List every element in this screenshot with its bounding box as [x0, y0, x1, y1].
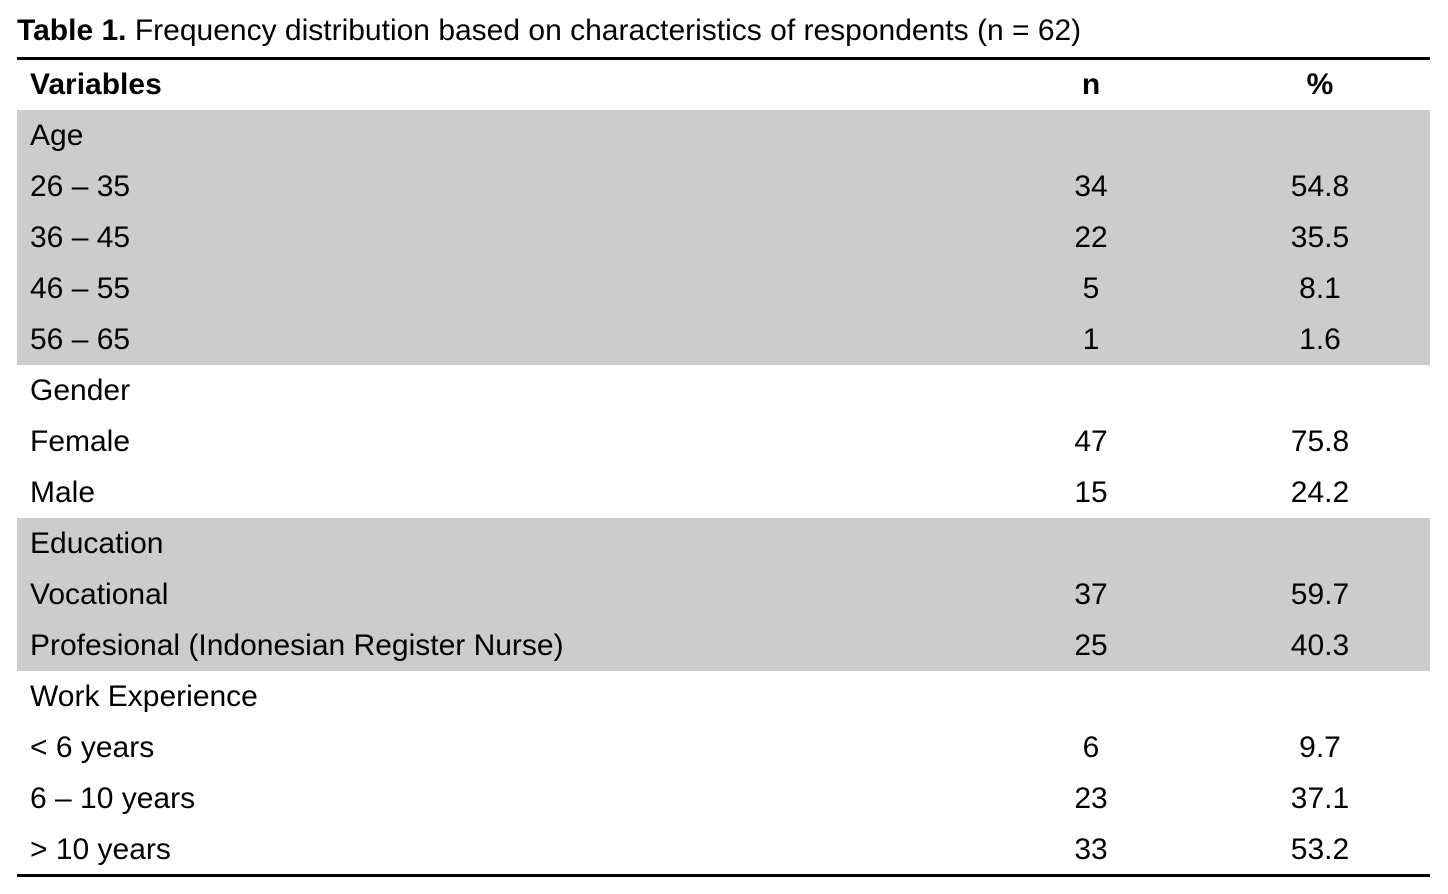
row-value: 35.5 [1290, 221, 1350, 254]
row-label: Profesional (Indonesian Register Nurse) [30, 629, 564, 662]
group-title: Age [30, 119, 84, 152]
caption-text: Frequency distribution based on characte… [134, 14, 1082, 47]
row-value: 22 [1074, 221, 1108, 254]
row-value: 15 [1074, 476, 1108, 509]
top-rule [17, 57, 1430, 60]
group-title: Education [30, 527, 164, 560]
row-label: Female [30, 425, 131, 458]
caption: Table 1. Frequency distribution based on… [17, 14, 1081, 48]
header-cell: Variables [30, 68, 162, 101]
group-shading [17, 110, 1430, 365]
row-value: 47 [1074, 425, 1108, 458]
row-value: 24.2 [1290, 476, 1350, 509]
row-value: 53.2 [1290, 833, 1350, 866]
row-value: 25 [1074, 629, 1108, 662]
row-value: 1 [1082, 323, 1100, 356]
row-label: 6 – 10 years [30, 782, 196, 815]
row-value: 37.1 [1290, 782, 1350, 815]
bottom-rule [17, 874, 1430, 877]
row-value: 59.7 [1290, 578, 1350, 611]
row-value: 9.7 [1299, 731, 1341, 764]
row-label: 56 – 65 [30, 323, 131, 356]
row-label: Male [30, 476, 96, 509]
row-value: 5 [1082, 272, 1100, 305]
header-cell: % [1306, 68, 1334, 101]
row-label: 36 – 45 [30, 221, 131, 254]
row-value: 33 [1074, 833, 1108, 866]
caption-label: Table 1. [17, 14, 127, 47]
group-shading [17, 518, 1430, 671]
row-label: > 10 years [30, 833, 171, 866]
header-cell: n [1081, 68, 1101, 101]
row-value: 37 [1074, 578, 1108, 611]
row-value: 23 [1074, 782, 1108, 815]
row-value: 6 [1082, 731, 1100, 764]
row-value: 40.3 [1290, 629, 1350, 662]
row-label: 26 – 35 [30, 170, 131, 203]
row-value: 34 [1074, 170, 1108, 203]
row-value: 75.8 [1290, 425, 1350, 458]
row-label: 46 – 55 [30, 272, 131, 305]
row-label: Vocational [30, 578, 169, 611]
row-value: 54.8 [1290, 170, 1350, 203]
group-title: Gender [30, 374, 131, 407]
row-value: 8.1 [1299, 272, 1341, 305]
group-title: Work Experience [30, 680, 258, 713]
row-value: 1.6 [1299, 323, 1341, 356]
row-label: < 6 years [30, 731, 155, 764]
